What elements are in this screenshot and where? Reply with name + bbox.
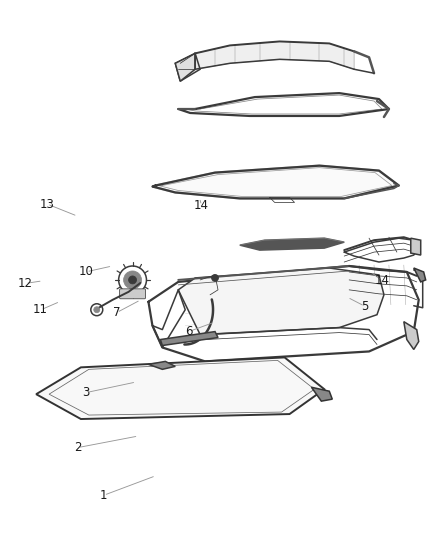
- Polygon shape: [148, 361, 175, 369]
- Text: 5: 5: [361, 300, 368, 313]
- Text: 3: 3: [83, 386, 90, 399]
- Polygon shape: [240, 238, 344, 250]
- Text: 13: 13: [40, 198, 54, 211]
- Text: 7: 7: [113, 306, 120, 319]
- Polygon shape: [152, 166, 399, 198]
- Polygon shape: [404, 321, 419, 350]
- Polygon shape: [36, 358, 324, 419]
- Polygon shape: [178, 268, 384, 335]
- Text: 12: 12: [18, 277, 33, 290]
- Text: 6: 6: [185, 325, 192, 338]
- Text: 1: 1: [100, 489, 107, 502]
- Text: 2: 2: [74, 441, 81, 454]
- Circle shape: [212, 274, 219, 281]
- Polygon shape: [311, 387, 332, 401]
- Polygon shape: [175, 53, 195, 81]
- Circle shape: [94, 307, 100, 313]
- Circle shape: [124, 271, 141, 289]
- Text: 14: 14: [374, 274, 390, 287]
- Polygon shape: [195, 42, 354, 69]
- Text: 10: 10: [79, 265, 94, 278]
- FancyBboxPatch shape: [120, 289, 145, 299]
- Polygon shape: [160, 332, 218, 345]
- Text: 14: 14: [194, 199, 209, 212]
- Polygon shape: [414, 268, 426, 282]
- Polygon shape: [175, 53, 200, 81]
- Circle shape: [129, 276, 137, 284]
- Polygon shape: [411, 238, 421, 255]
- Text: 11: 11: [33, 303, 48, 317]
